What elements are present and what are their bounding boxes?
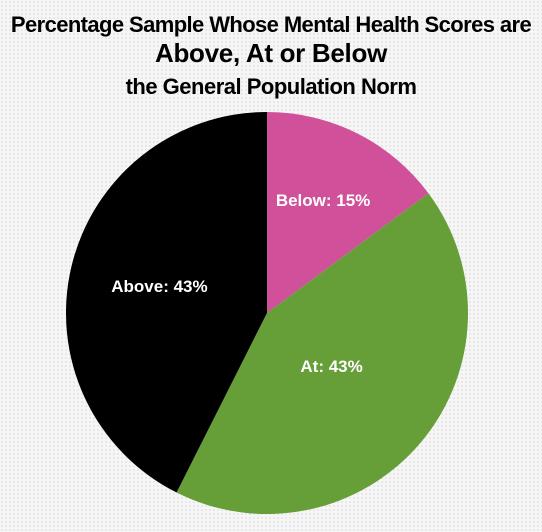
pie-slice-below — [267, 112, 429, 313]
pie-slice-at — [176, 193, 469, 515]
chart-title-line-2: Above, At or Below — [155, 38, 387, 68]
pie-slices — [65, 111, 469, 515]
slice-label-below: Below: 15% — [276, 191, 370, 210]
slice-label-above: Above: 43% — [111, 277, 207, 296]
slice-label-at: At: 43% — [300, 357, 362, 376]
chart-title-line-3: the General Population Norm — [125, 74, 417, 99]
pie-slice-above — [65, 111, 267, 493]
chart-title-line-1: Percentage Sample Whose Mental Health Sc… — [10, 12, 532, 37]
pie-labels: Below: 15% At: 43% Above: 43% — [111, 191, 370, 376]
